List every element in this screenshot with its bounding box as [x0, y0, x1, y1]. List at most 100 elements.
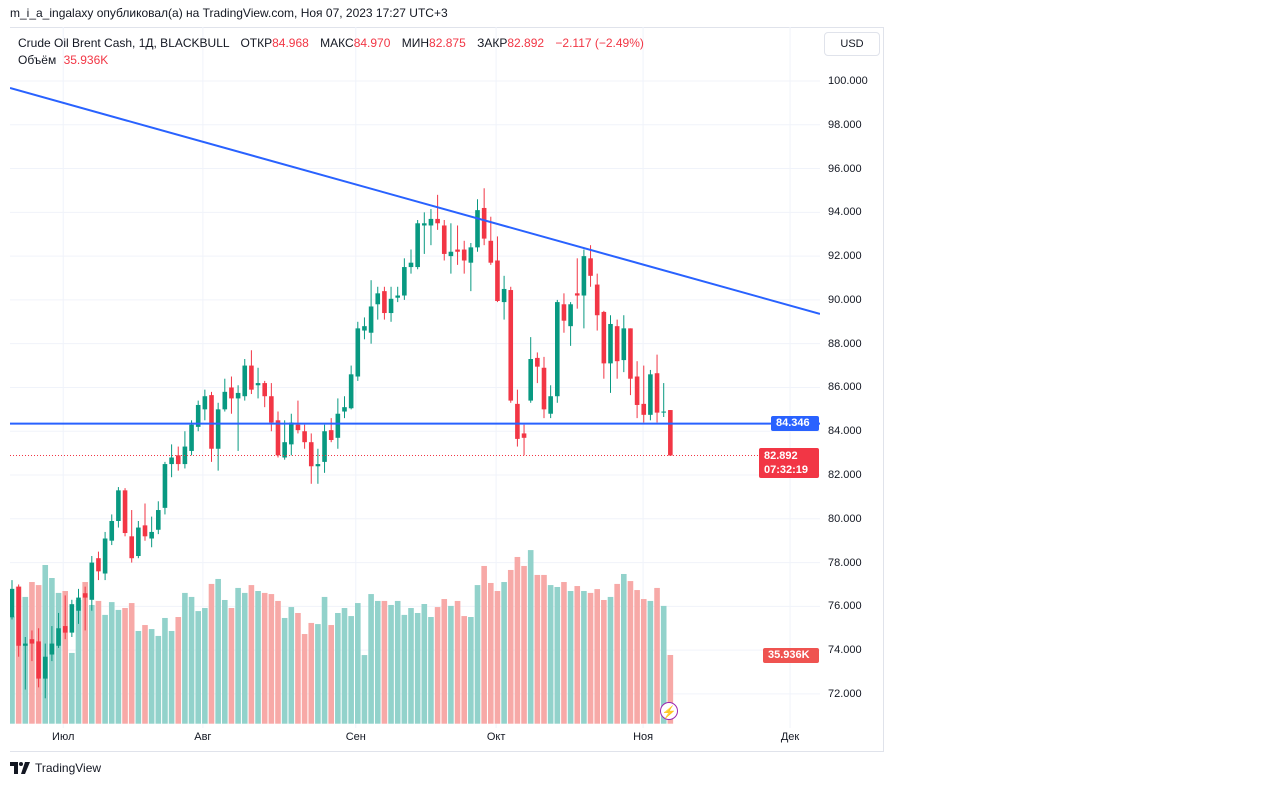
change-value: −2.117 (−2.49%)	[555, 36, 644, 50]
volume-bar	[301, 634, 308, 724]
price-tick-label: 78.000	[828, 556, 862, 569]
legend-volume-row: Объём 35.936K	[18, 52, 644, 69]
low-label: МИН	[401, 36, 430, 50]
candle-body	[109, 520, 115, 541]
candle-body	[395, 295, 400, 298]
volume-bar	[241, 592, 248, 724]
volume-bar	[414, 612, 421, 724]
candle-body	[102, 538, 108, 574]
volume-bar	[667, 654, 674, 724]
price-tick-label: 98.000	[828, 118, 862, 131]
candle-body	[634, 376, 640, 405]
volume-bar	[248, 585, 255, 724]
volume-label: Объём	[18, 53, 57, 67]
candle-body	[222, 391, 228, 410]
candle-body	[156, 510, 161, 530]
symbol-title[interactable]: Crude Oil Brent Cash, 1Д, BLACKBULL	[18, 36, 230, 50]
volume-bar	[488, 582, 494, 724]
volume-bar	[401, 614, 408, 724]
last-price-tag: 82.892 07:32:19	[759, 448, 819, 478]
candle-body	[368, 306, 374, 333]
candle-body	[435, 218, 440, 224]
candle-body	[162, 464, 168, 508]
volume-bar	[128, 603, 135, 724]
candle-body	[302, 431, 307, 443]
candle-body	[574, 293, 580, 296]
volume-bar	[288, 607, 295, 724]
time-tick-label: Июл	[52, 731, 75, 743]
candle-body	[229, 387, 234, 399]
candle-body	[189, 424, 194, 451]
candle-body	[308, 442, 314, 467]
candle-body	[448, 251, 454, 257]
candle-body	[495, 260, 500, 301]
lightning-icon[interactable]: ⚡	[660, 702, 678, 720]
currency-button[interactable]: USD	[824, 32, 880, 56]
volume-bar	[468, 617, 474, 724]
volume-bar	[614, 583, 620, 724]
volume-bar	[481, 565, 487, 724]
price-tick-label: 100.000	[828, 75, 868, 87]
volume-bar	[627, 581, 634, 724]
chart-legend: Crude Oil Brent Cash, 1Д, BLACKBULL ОТКР…	[18, 35, 644, 69]
open-value: 84.968	[272, 36, 309, 50]
volume-bar	[195, 611, 201, 724]
candle-body	[262, 383, 267, 397]
volume-bar	[601, 599, 607, 724]
candle-body	[641, 403, 647, 415]
volume-bar	[634, 590, 640, 724]
candle-body	[62, 626, 68, 633]
open-label: ОТКР	[240, 36, 273, 50]
volume-bar	[162, 617, 168, 724]
volume-bar	[408, 608, 414, 724]
volume-bar	[381, 600, 388, 724]
volume-bar	[521, 565, 527, 724]
volume-bar	[168, 630, 175, 724]
candle-body	[23, 643, 28, 646]
candle-body	[388, 298, 394, 314]
price-tick-label: 84.000	[828, 425, 862, 438]
volume-bar	[640, 599, 647, 724]
candle-body	[561, 304, 567, 321]
last-price-value: 82.892	[764, 450, 798, 462]
volume-bar	[222, 599, 228, 724]
volume-bar	[155, 635, 162, 724]
time-tick-label: Окт	[486, 731, 506, 743]
volume-value: 35.936K	[63, 53, 109, 67]
candle-body	[10, 588, 15, 618]
volume-bar	[448, 605, 454, 724]
footer-logo[interactable]: TradingView	[10, 761, 101, 775]
candle-body	[82, 593, 88, 598]
candle-body	[29, 639, 35, 644]
candle-body	[195, 404, 201, 427]
candle-body	[668, 410, 673, 456]
footer-brand: TradingView	[35, 761, 102, 775]
volume-bar	[102, 614, 108, 724]
volume-bar	[421, 604, 428, 724]
volume-bar	[541, 574, 547, 724]
candle-body	[422, 223, 427, 226]
volume-bar	[308, 622, 315, 724]
volume-bar	[135, 630, 142, 724]
volume-bar	[621, 573, 627, 724]
volume-bar	[587, 592, 594, 724]
candle-body	[209, 395, 214, 449]
volume-bar	[607, 596, 614, 724]
candle-body	[215, 409, 221, 449]
candle-body	[402, 267, 407, 296]
volume-bar	[89, 604, 95, 724]
candle-body	[76, 597, 81, 611]
volume-bar	[255, 591, 261, 724]
volume-bar	[62, 591, 68, 724]
volume-bar	[175, 617, 182, 724]
time-tick-label: Авг	[194, 731, 212, 743]
candle-body	[96, 558, 101, 572]
candle-body	[315, 464, 321, 467]
volume-bar	[361, 655, 368, 724]
candle-body	[568, 304, 573, 327]
chart-plot[interactable]	[10, 27, 820, 728]
volume-bar	[321, 596, 328, 724]
candle-body	[122, 490, 128, 534]
volume-bar	[142, 625, 148, 724]
candle-body	[89, 562, 95, 600]
